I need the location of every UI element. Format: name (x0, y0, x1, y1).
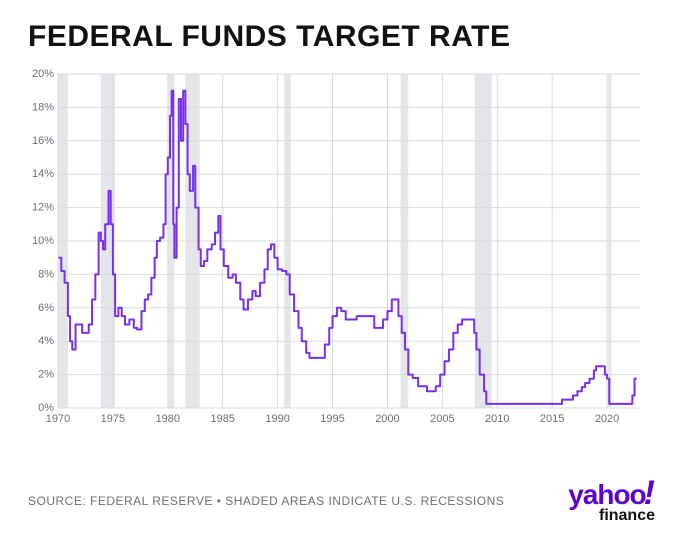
svg-text:18%: 18% (32, 101, 54, 113)
logo-main-text: yahoo (568, 479, 645, 510)
svg-text:16%: 16% (32, 135, 54, 147)
chart-title: FEDERAL FUNDS TARGET RATE (28, 20, 655, 54)
chart-frame: FEDERAL FUNDS TARGET RATE 0%2%4%6%8%10%1… (0, 0, 675, 541)
logo-sub-text: finance (599, 509, 655, 523)
svg-text:2%: 2% (38, 369, 54, 381)
svg-text:10%: 10% (32, 235, 54, 247)
svg-text:8%: 8% (38, 268, 54, 280)
svg-text:12%: 12% (32, 202, 54, 214)
svg-text:14%: 14% (32, 168, 54, 180)
svg-text:1985: 1985 (210, 413, 234, 425)
svg-text:2005: 2005 (430, 413, 454, 425)
svg-text:2010: 2010 (485, 413, 509, 425)
svg-text:6%: 6% (38, 302, 54, 314)
yahoo-finance-logo: yahoo! finance (568, 478, 655, 523)
svg-text:2020: 2020 (595, 413, 619, 425)
svg-text:1990: 1990 (265, 413, 289, 425)
svg-text:1980: 1980 (156, 413, 180, 425)
svg-text:1995: 1995 (320, 413, 344, 425)
svg-text:1975: 1975 (101, 413, 125, 425)
svg-text:2000: 2000 (375, 413, 399, 425)
svg-text:4%: 4% (38, 335, 54, 347)
svg-text:20%: 20% (32, 68, 54, 80)
source-text: SOURCE: FEDERAL RESERVE • SHADED AREAS I… (28, 494, 504, 508)
chart-area: 0%2%4%6%8%10%12%14%16%18%20%197019751980… (28, 68, 646, 428)
footer: SOURCE: FEDERAL RESERVE • SHADED AREAS I… (28, 478, 655, 523)
svg-text:2015: 2015 (540, 413, 564, 425)
line-chart-svg: 0%2%4%6%8%10%12%14%16%18%20%197019751980… (28, 68, 646, 428)
svg-text:1970: 1970 (46, 413, 70, 425)
